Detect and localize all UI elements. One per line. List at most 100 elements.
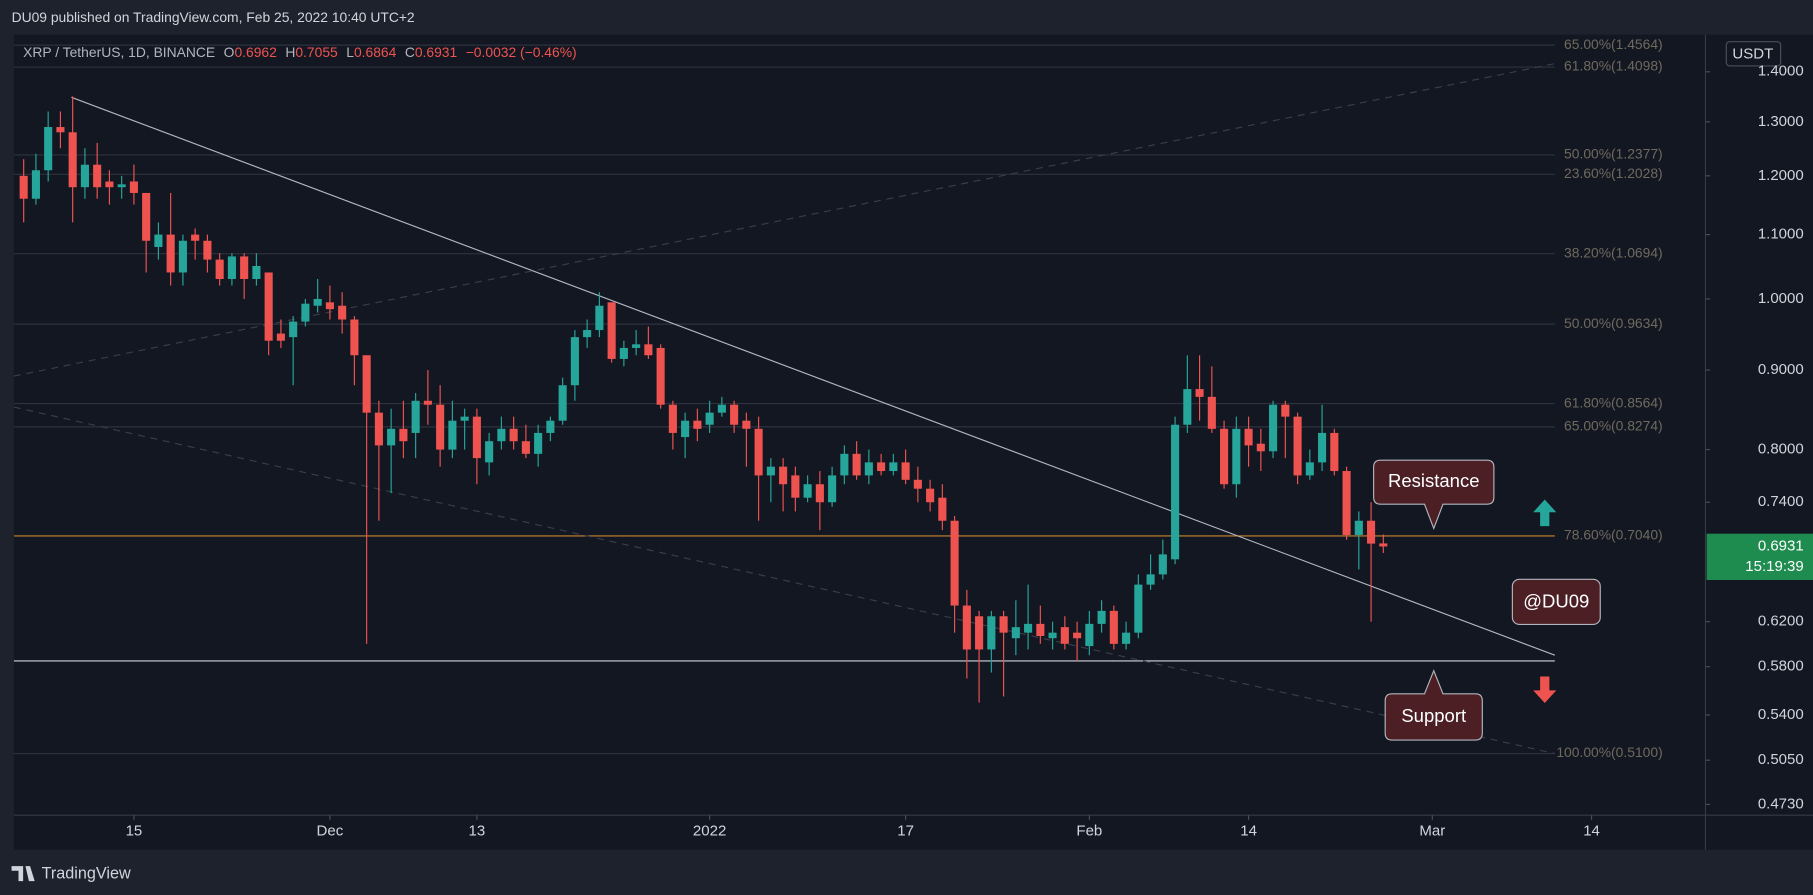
candle-body (1379, 543, 1388, 547)
x-tick-label: 14 (1240, 822, 1257, 839)
candle-body (338, 305, 347, 320)
candle-body (1073, 632, 1082, 639)
y-tick-label: 1.4000 (1758, 63, 1804, 80)
price-badge (1706, 533, 1813, 580)
fib-label: 61.80%(1.4098) (1564, 58, 1663, 74)
resistance-callout: Resistance (1373, 459, 1495, 531)
candle-body (301, 303, 310, 322)
fib-label: 78.60%(0.7040) (1564, 527, 1663, 543)
candle-body (1207, 396, 1216, 429)
candle-body (93, 164, 102, 188)
y-tick-label: 1.2000 (1758, 167, 1804, 184)
candle-body (877, 462, 886, 472)
candle-body (1354, 520, 1363, 535)
fib-label: 50.00%(1.2377) (1564, 146, 1663, 162)
candle-body (693, 420, 702, 429)
ohlc-label: H (285, 44, 295, 60)
candle-body (779, 466, 788, 485)
x-tick-label: 15 (126, 822, 143, 839)
candle-body (1256, 443, 1265, 452)
ohlc-label: L (346, 44, 354, 60)
trend-line (13, 63, 1555, 377)
plot: 65.00%(1.4564) 61.80%(1.4098) 50.00%(1.237… (13, 36, 1663, 760)
fib-label: 61.80%(0.8564) (1564, 394, 1663, 410)
candle-body (362, 355, 371, 413)
candle-body (962, 605, 971, 650)
candle-body (913, 479, 922, 489)
candle-body (1330, 432, 1339, 472)
candle-body (1134, 584, 1143, 633)
candle-body (44, 127, 53, 171)
candle-body (1122, 632, 1131, 644)
y-tick-label: 1.3000 (1758, 113, 1804, 130)
candle-body (1011, 627, 1020, 639)
publish-info: DU09 published on TradingView.com, Feb 2… (12, 9, 415, 25)
candle-body (215, 259, 224, 279)
candle-body (607, 302, 616, 359)
callout-text: @DU09 (1523, 590, 1589, 611)
candle-body (472, 416, 481, 459)
currency: USDT (1732, 45, 1773, 62)
countdown: 15:19:39 (1745, 558, 1803, 575)
trend-line (71, 96, 1556, 656)
candle-body (668, 404, 677, 433)
candle-body (705, 412, 714, 425)
candle-body (142, 192, 151, 241)
candle-body (1293, 416, 1302, 476)
chart-background (13, 34, 1813, 850)
candle-body (570, 337, 579, 386)
candle-body (1281, 404, 1290, 417)
candle-body (1060, 627, 1069, 644)
callout-box (1511, 578, 1601, 625)
candle-body (1220, 428, 1229, 485)
candle-body (864, 462, 873, 476)
fib-label: 50.00%(0.9634) (1564, 315, 1663, 331)
candle-body (1244, 428, 1253, 446)
candle-body (754, 428, 763, 476)
candle-body (644, 344, 653, 356)
candle-body (987, 616, 996, 650)
candle-body (178, 240, 187, 273)
ohlc-label: C (405, 44, 415, 60)
candle-body (1269, 404, 1278, 452)
candle-body (766, 466, 775, 476)
candle-body (717, 404, 726, 413)
candle-body (656, 347, 665, 405)
fib-label: 65.00%(1.4564) (1564, 36, 1663, 52)
candle-body (926, 488, 935, 503)
ohlc-value: 0.7055 (295, 44, 338, 60)
candle-body (485, 441, 494, 463)
y-tick-label: 0.5400 (1758, 706, 1804, 723)
candle-body (509, 428, 518, 442)
candle-body (252, 266, 261, 279)
candle-body (681, 420, 690, 438)
currency-box[interactable] (1725, 41, 1782, 67)
callout-box (1384, 669, 1483, 741)
candle-body (460, 416, 469, 421)
callout-text: Support (1401, 705, 1466, 726)
candle-body (583, 330, 592, 338)
candle-body (1085, 623, 1094, 647)
ohlc-label: O (224, 44, 235, 60)
change: −0.0032 (−0.46%) (466, 44, 577, 60)
candle-body (166, 234, 175, 273)
candle-body (374, 412, 383, 446)
candle-body (129, 181, 138, 193)
candle-body (240, 256, 249, 279)
candle-body (1305, 462, 1314, 476)
candle-body (68, 132, 77, 188)
fib-label: 23.60%(1.2028) (1564, 165, 1663, 181)
candle-body (840, 453, 849, 476)
footer-logo (11, 866, 35, 882)
candle-body (1097, 610, 1106, 624)
candle-body (105, 181, 114, 188)
y-tick-label: 0.5050 (1758, 751, 1804, 768)
candle-body (264, 272, 273, 341)
y-tick-label: 0.5800 (1758, 658, 1804, 675)
candle-body (558, 385, 567, 421)
candle-body (791, 475, 800, 498)
candle-body (313, 298, 322, 306)
candle-body (852, 453, 861, 476)
fib-label: 100.00%(0.5100) (1556, 744, 1662, 760)
